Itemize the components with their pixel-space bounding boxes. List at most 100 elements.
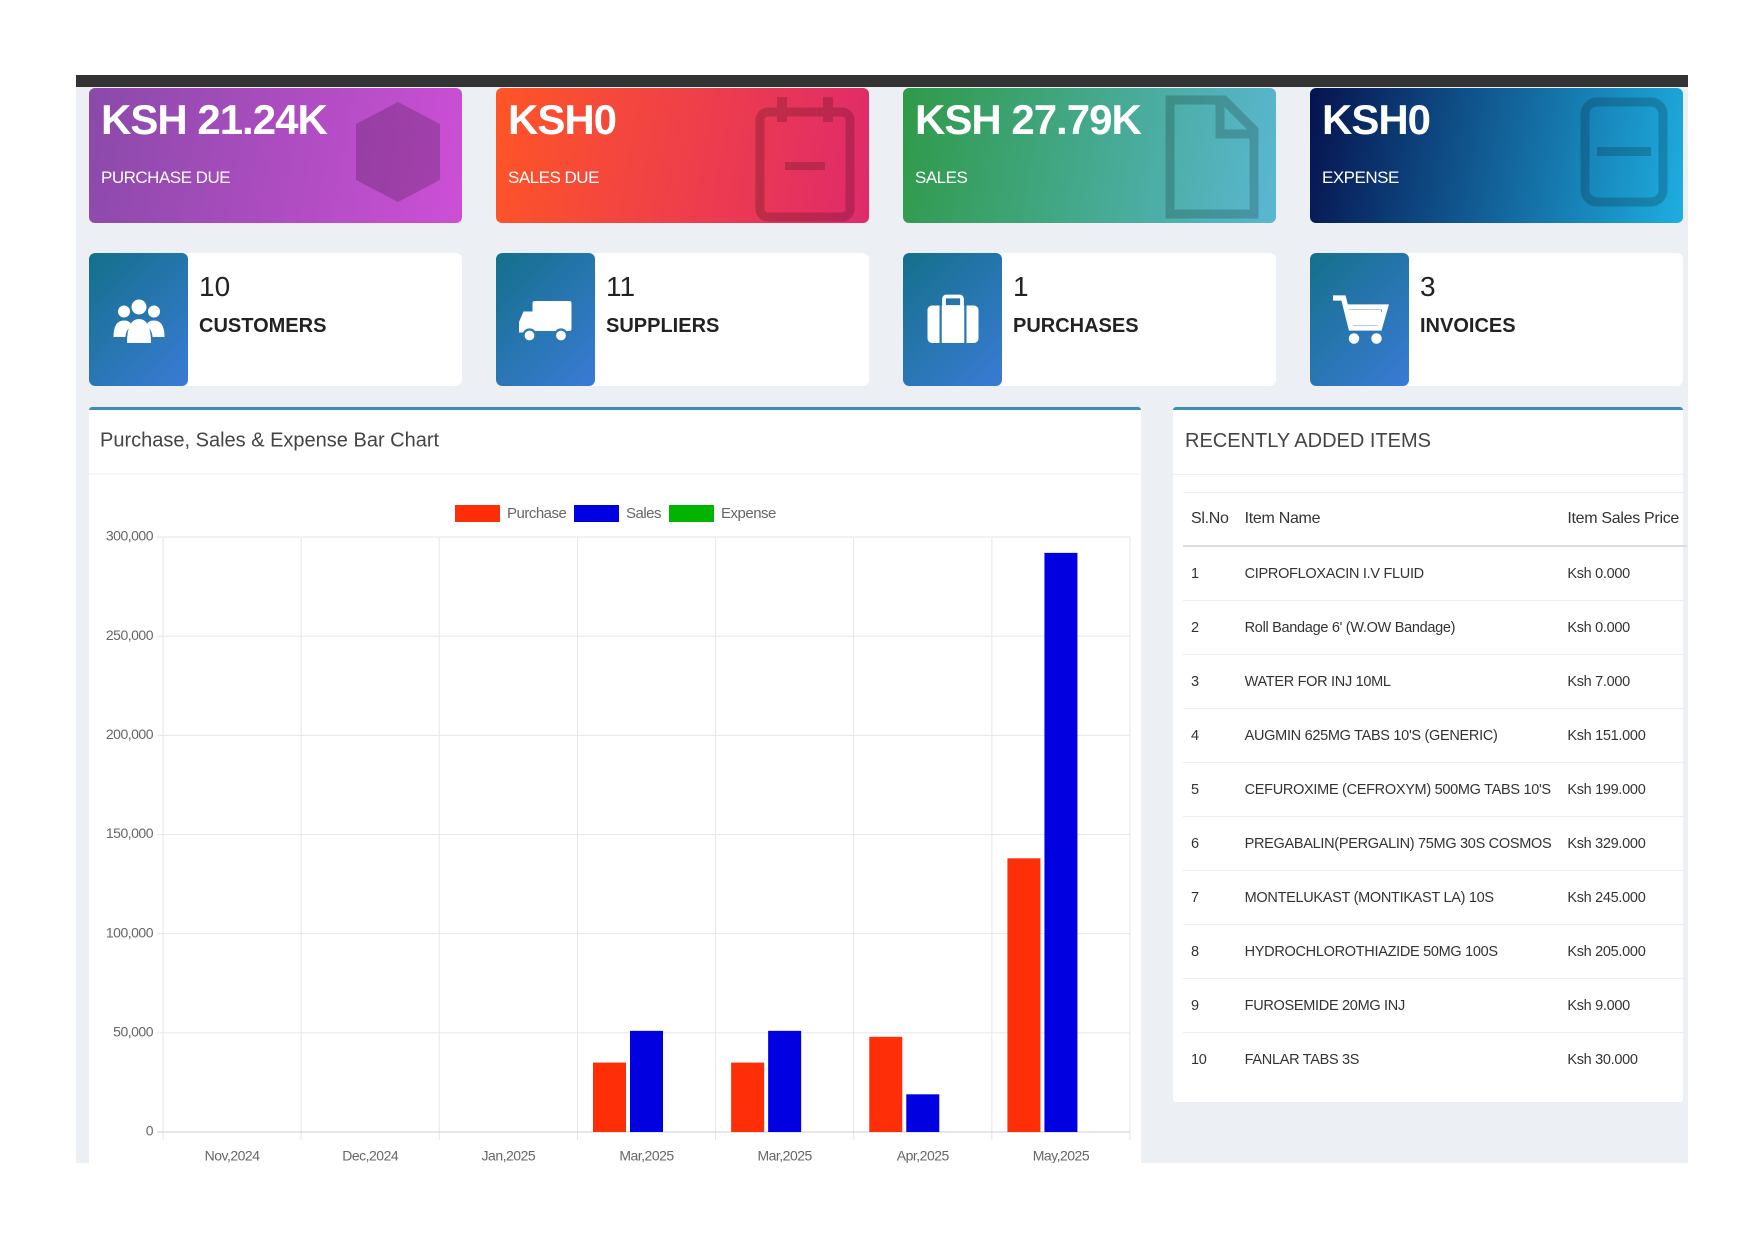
table-cell: 7 — [1183, 870, 1237, 925]
y-tick-label: 150,000 — [106, 825, 154, 841]
bar — [630, 1030, 663, 1132]
table-row: 10 FANLAR TABS 3S Ksh 30.000 — [1183, 1032, 1688, 1086]
icon-box — [89, 253, 188, 386]
chart-panel: Purchase, Sales & Expense Bar Chart 0 50,0… — [89, 407, 1141, 1166]
table-row: 5 CEFUROXIME (CEFROXYM) 500MG TABS 10'S Ks… — [1183, 762, 1688, 817]
bar — [1044, 552, 1078, 1132]
bar — [906, 1094, 940, 1132]
legend-swatch — [669, 505, 714, 522]
legend-swatch — [455, 505, 500, 522]
bar — [593, 1062, 626, 1132]
table-cell: Ksh 0.000 — [1559, 545, 1688, 601]
stat-value: KSH 21.24K — [101, 96, 328, 143]
table-cell: 10 — [1183, 1032, 1237, 1086]
table-cell: Ksh 151.000 — [1559, 708, 1688, 763]
card-icon — [1165, 95, 1259, 219]
stat-card: KSH0 SALES DUE — [496, 88, 869, 223]
table-cell: Ksh 9.000 — [1559, 978, 1688, 1033]
table-cell: CIPROFLOXACIN I.V FLUID — [1236, 545, 1560, 601]
card-icon — [1580, 97, 1668, 207]
count-label: CUSTOMERS — [199, 315, 327, 337]
y-tick-label: 300,000 — [106, 528, 154, 544]
table-row: 1 CIPROFLOXACIN I.V FLUID Ksh 0.000 — [1183, 545, 1688, 601]
count-value: 11 — [606, 271, 636, 302]
panel-title: RECENTLY ADDED ITEMS — [1185, 430, 1431, 452]
icon-box — [903, 253, 1002, 386]
table-cell: AUGMIN 625MG TABS 10'S (GENERIC) — [1236, 708, 1560, 763]
count-card: 10 CUSTOMERS — [89, 253, 462, 386]
icon-box — [1310, 253, 1409, 386]
table-cell: 2 — [1183, 600, 1237, 655]
table-row: 2 Roll Bandage 6' (W.OW Bandage) Ksh 0.000 — [1183, 600, 1688, 655]
table-cell: 9 — [1183, 978, 1237, 1033]
y-tick-label: 50,000 — [113, 1024, 154, 1040]
legend-label: Expense — [721, 505, 776, 522]
table-cell: HYDROCHLOROTHIAZIDE 50MG 100S — [1236, 924, 1560, 979]
bar — [731, 1062, 765, 1132]
table-row: 7 MONTELUKAST (MONTIKAST LA) 10S Ksh 245.0… — [1183, 870, 1688, 925]
items-panel: RECENTLY ADDED ITEMS Sl.No Item Name Item … — [1173, 407, 1688, 1102]
x-tick-label: Mar,2025 — [757, 1148, 812, 1163]
header-row: Sl.No Item Name Item Sales Price — [1183, 492, 1688, 547]
x-tick-label: Apr,2025 — [897, 1148, 950, 1163]
count-icon — [519, 301, 572, 343]
count-value: 1 — [1013, 271, 1029, 302]
card-icon — [755, 97, 855, 222]
chart: Purchase, Sales & Expense Bar Chart 0 50,0… — [89, 429, 1141, 1164]
table-cell: PREGABALIN(PERGALIN) 75MG 30S COSMOS — [1236, 816, 1560, 871]
table-cell: CEFUROXIME (CEFROXYM) 500MG TABS 10'S — [1236, 762, 1560, 817]
count-value: 3 — [1420, 271, 1436, 302]
table-cell: Roll Bandage 6' (W.OW Bandage) — [1236, 600, 1560, 655]
count-card: 3 INVOICES — [1310, 253, 1683, 386]
stat-label: SALES — [915, 168, 968, 187]
table-cell: 3 — [1183, 654, 1237, 709]
table-row: 4 AUGMIN 625MG TABS 10'S (GENERIC) Ksh 151… — [1183, 708, 1688, 763]
y-tick-label: 0 — [146, 1123, 154, 1139]
column-header: Sl.No — [1183, 492, 1237, 547]
table-cell: 1 — [1183, 545, 1237, 601]
legend-label: Sales — [626, 505, 661, 522]
column-header: Item Name — [1236, 492, 1560, 547]
x-tick-label: Mar,2025 — [619, 1148, 674, 1163]
y-tick-label: 250,000 — [106, 627, 154, 643]
legend-label: Purchase — [507, 505, 567, 522]
count-label: INVOICES — [1420, 315, 1516, 337]
stat-label: EXPENSE — [1322, 168, 1399, 187]
card-icon — [356, 102, 440, 202]
legend-swatch — [574, 505, 619, 522]
table-row: 6 PREGABALIN(PERGALIN) 75MG 30S COSMOS Ksh… — [1183, 816, 1688, 871]
table-cell: Ksh 0.000 — [1559, 600, 1688, 655]
count-card: 11 SUPPLIERS — [496, 253, 869, 386]
chart-title: Purchase, Sales & Expense Bar Chart — [100, 429, 440, 451]
icon-box — [496, 253, 595, 386]
count-value: 10 — [199, 271, 231, 302]
stat-value: KSH 27.79K — [915, 96, 1142, 143]
table-cell: FUROSEMIDE 20MG INJ — [1236, 978, 1560, 1033]
stat-value: KSH0 — [1322, 96, 1431, 143]
count-label: SUPPLIERS — [606, 315, 720, 337]
count-card: 1 PURCHASES — [903, 253, 1276, 386]
table-cell: 8 — [1183, 924, 1237, 979]
table-cell: 5 — [1183, 762, 1237, 817]
table-cell: WATER FOR INJ 10ML — [1236, 654, 1560, 709]
table-row: 3 WATER FOR INJ 10ML Ksh 7.000 — [1183, 654, 1688, 709]
x-tick-label: Jan,2025 — [482, 1148, 536, 1163]
count-label: PURCHASES — [1013, 315, 1139, 337]
table-cell: Ksh 30.000 — [1559, 1032, 1688, 1086]
bar — [869, 1036, 903, 1132]
x-tick-label: May,2025 — [1033, 1148, 1090, 1163]
table-cell: Ksh 205.000 — [1559, 924, 1688, 979]
stat-value: KSH0 — [508, 96, 617, 143]
divider — [1173, 474, 1683, 475]
bar — [768, 1030, 802, 1132]
table-cell: FANLAR TABS 3S — [1236, 1032, 1560, 1086]
table-row: 9 FUROSEMIDE 20MG INJ Ksh 9.000 — [1183, 978, 1688, 1033]
x-tick-label: Dec,2024 — [342, 1148, 399, 1163]
count-icon — [113, 299, 165, 343]
bar — [1007, 858, 1041, 1132]
table-cell: Ksh 199.000 — [1559, 762, 1688, 817]
x-tick-label: Nov,2024 — [205, 1148, 261, 1163]
stat-card: KSH0 EXPENSE — [1310, 88, 1683, 223]
y-tick-label: 200,000 — [106, 726, 154, 742]
